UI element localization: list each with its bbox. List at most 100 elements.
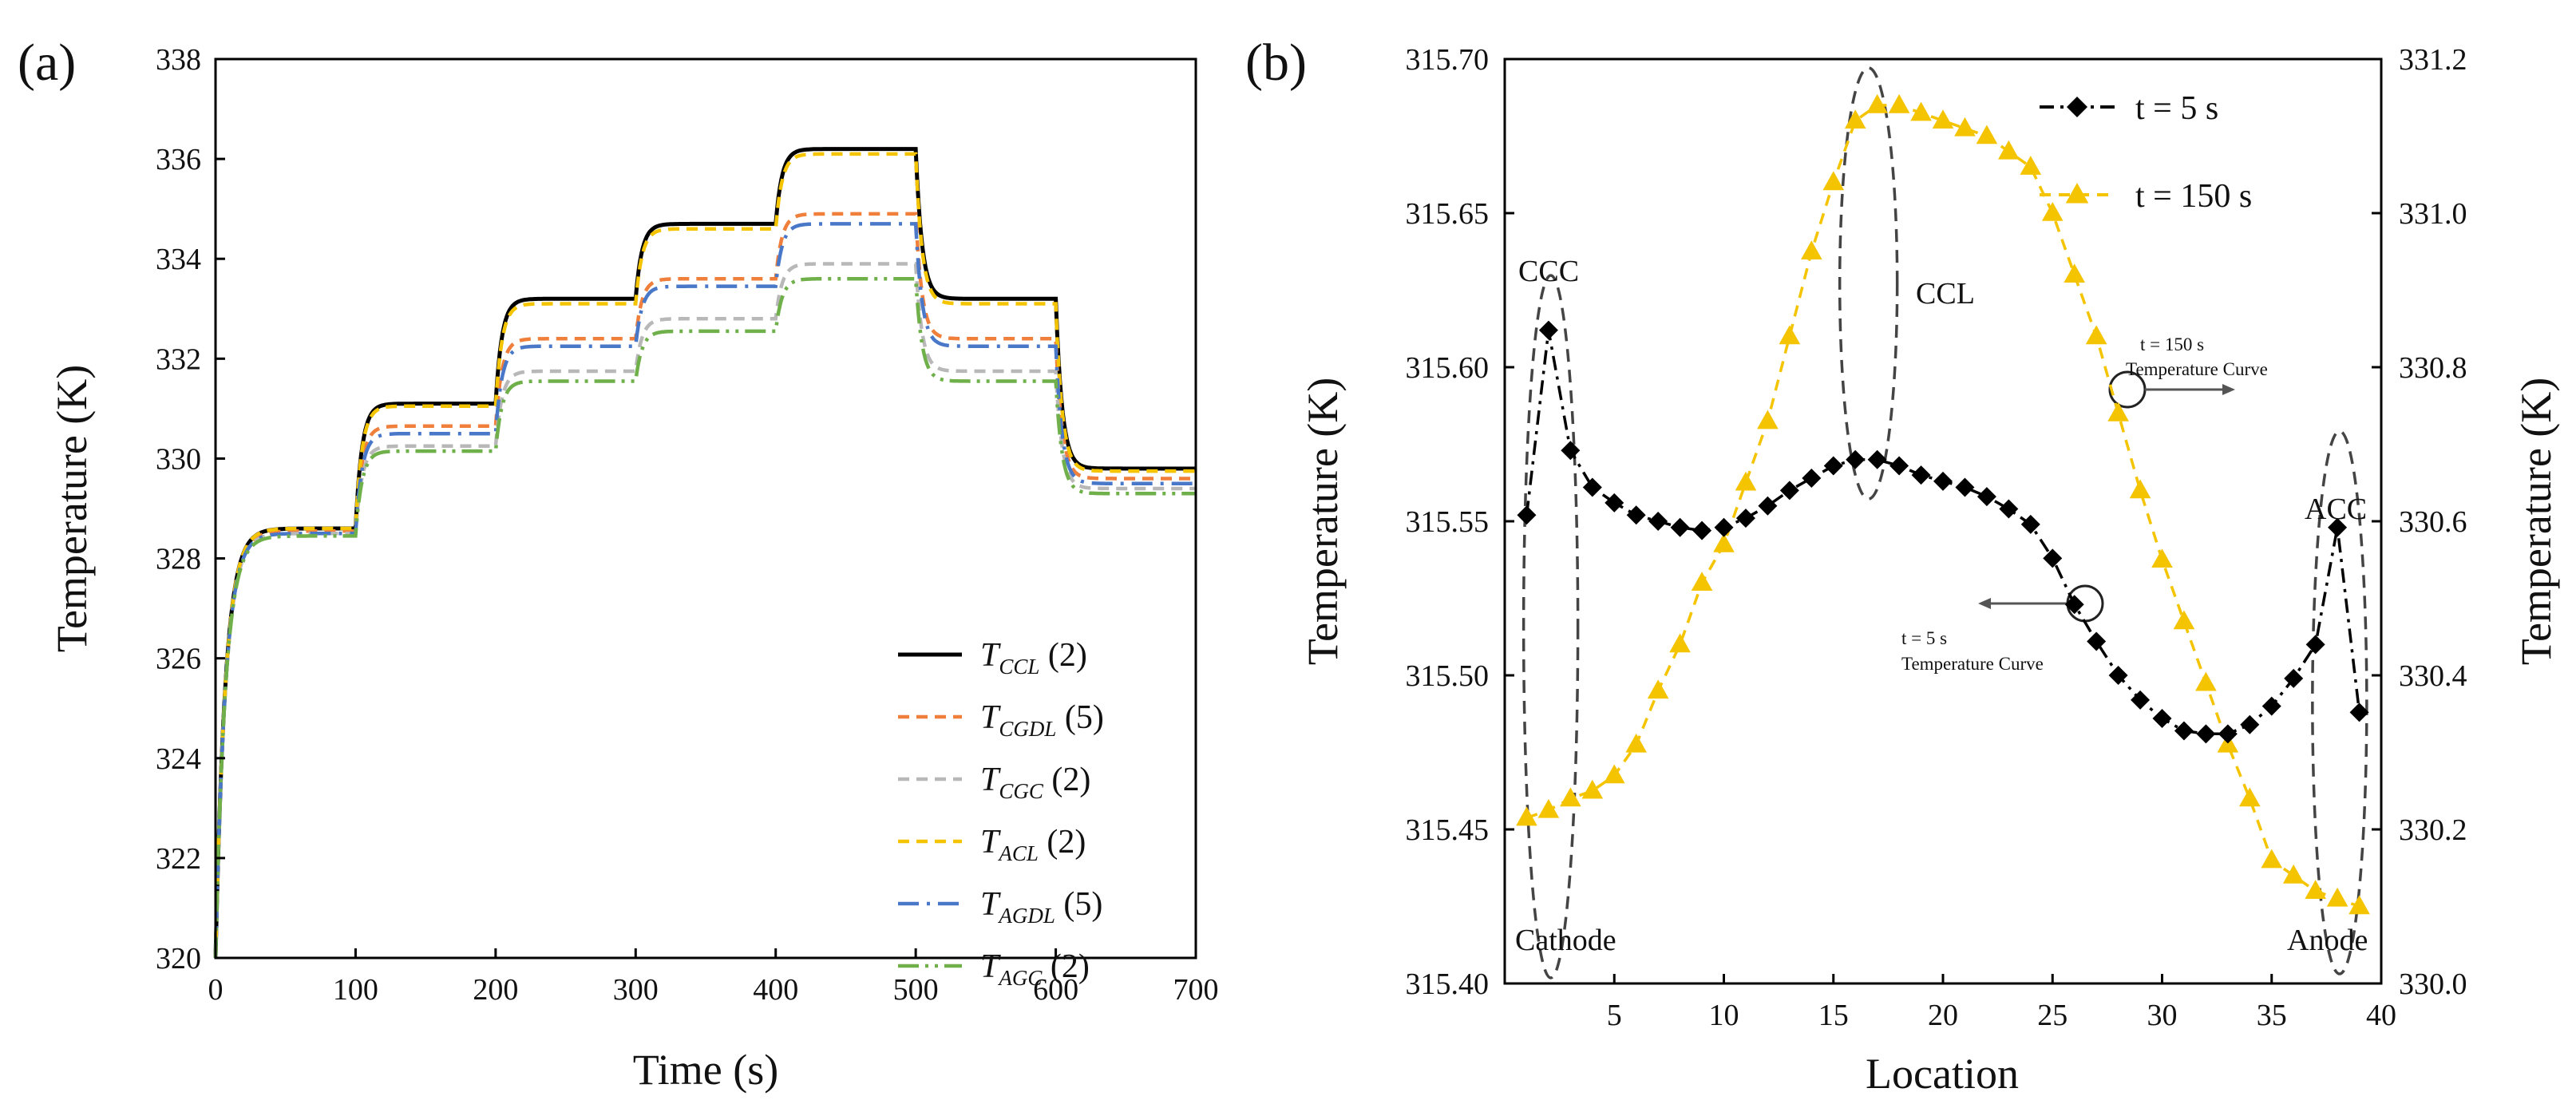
b-point-t150 bbox=[1976, 125, 1998, 144]
a-legend-label-agdl: TAGDL (5) bbox=[980, 886, 1102, 928]
b-point-t5 bbox=[2328, 517, 2348, 537]
b-point-t150 bbox=[1735, 471, 1757, 491]
b-point-t5 bbox=[2218, 724, 2238, 744]
b-point-t150 bbox=[1516, 806, 1537, 826]
b-left-tick-label: 315.50 bbox=[1406, 659, 1490, 693]
b-point-t150 bbox=[2151, 548, 2173, 568]
b-point-t150 bbox=[1801, 240, 1822, 260]
b-point-t150 bbox=[1625, 733, 1647, 753]
b-point-t150 bbox=[1581, 779, 1604, 799]
a-x-tick-label: 200 bbox=[473, 973, 518, 1007]
b-point-t150 bbox=[1537, 798, 1560, 818]
b-point-t150 bbox=[2173, 610, 2195, 630]
b-point-t150 bbox=[2041, 202, 2064, 221]
b-left-tick-label: 315.55 bbox=[1406, 505, 1490, 539]
b-right-tick-label: 331.2 bbox=[2399, 43, 2467, 77]
b-point-t150 bbox=[1757, 410, 1779, 429]
b-point-t150 bbox=[1779, 325, 1801, 345]
b-point-t5 bbox=[1955, 477, 1975, 497]
b-point-t5 bbox=[1517, 505, 1537, 525]
b-point-t150 bbox=[2195, 671, 2217, 691]
b-point-t5 bbox=[1823, 456, 1843, 476]
a-y-tick-label: 334 bbox=[156, 243, 201, 276]
a-ticks: 0 100 200 300 400 500 600 700 320 322 324 326 328 330… bbox=[156, 43, 1219, 1007]
b-point-t150 bbox=[2348, 895, 2370, 915]
b-legend-marker-t150 bbox=[2065, 183, 2089, 204]
ccc-ellipse bbox=[1521, 274, 1580, 979]
b-point-t5 bbox=[2240, 714, 2260, 734]
b-right-tick-label: 330.4 bbox=[2399, 659, 2467, 693]
b-point-t150 bbox=[1844, 109, 1866, 129]
b-series-group bbox=[1516, 93, 2370, 915]
a-y-tick-label: 328 bbox=[156, 543, 201, 576]
b-x-tick-label: 35 bbox=[2257, 999, 2287, 1032]
b-x-tick-label: 5 bbox=[1607, 999, 1622, 1032]
b-point-t5 bbox=[1538, 320, 1558, 340]
b-point-t5 bbox=[2020, 514, 2040, 534]
annotation-t5-line2: Temperature Curve bbox=[1901, 654, 2044, 674]
a-y-tick-label: 336 bbox=[156, 143, 201, 176]
a-series-line-acl bbox=[213, 152, 1196, 959]
panel-b-label: (b) bbox=[1245, 34, 1307, 92]
b-point-t150 bbox=[1866, 93, 1888, 113]
b-point-t150 bbox=[1560, 787, 1581, 807]
b-annotation-shapes bbox=[1521, 66, 2368, 979]
b-x-tick-label: 40 bbox=[2366, 999, 2396, 1032]
b-legend-marker-t5 bbox=[2067, 97, 2087, 117]
b-point-t5 bbox=[2261, 696, 2281, 716]
b-point-t5 bbox=[1977, 487, 1996, 507]
b-point-t150 bbox=[1647, 679, 1669, 699]
b-point-t5 bbox=[2284, 668, 2304, 688]
b-legend-label-t5: t = 5 s bbox=[2135, 90, 2218, 127]
b-point-t5 bbox=[1911, 465, 1931, 485]
b-point-t5 bbox=[2174, 721, 2194, 741]
a-x-tick-label: 300 bbox=[613, 973, 659, 1007]
annotation-t150-line2: Temperature Curve bbox=[2126, 359, 2268, 379]
a-x-tick-label: 0 bbox=[208, 973, 224, 1007]
b-right-tick-label: 330.2 bbox=[2399, 813, 2467, 847]
t5-arrow-head bbox=[1978, 598, 1991, 609]
annotation-t5-line1: t = 5 s bbox=[1901, 628, 1947, 648]
b-left-axis-title: Temperature (K) bbox=[1299, 378, 1347, 666]
b-point-t150 bbox=[1910, 101, 1932, 121]
a-y-tick-label: 324 bbox=[156, 742, 201, 776]
b-point-t150 bbox=[1691, 572, 1713, 591]
a-legend-label-cgdl: TCGDL (5) bbox=[980, 699, 1104, 741]
a-series-line-agdl bbox=[213, 222, 1196, 959]
panel-a-label: (a) bbox=[18, 34, 76, 92]
b-point-t5 bbox=[1846, 449, 1866, 469]
a-series-line-agc bbox=[213, 276, 1196, 959]
b-point-t5 bbox=[1670, 517, 1690, 537]
panel-a: (a) 0 100 200 300 400 500 600 700 320 322 324 326 32… bbox=[18, 34, 1219, 1094]
b-x-tick-label: 25 bbox=[2037, 999, 2068, 1032]
acc-ellipse bbox=[2311, 429, 2368, 975]
a-x-axis-title: Time (s) bbox=[633, 1046, 779, 1094]
b-point-t5 bbox=[2064, 595, 2084, 615]
b-x-tick-label: 20 bbox=[1928, 999, 1958, 1032]
t150-arrow-head bbox=[2222, 384, 2235, 395]
annotation-acc: ACC bbox=[2305, 493, 2367, 526]
b-point-t5 bbox=[2108, 666, 2128, 685]
b-legend: t = 5 s t = 150 s bbox=[2040, 90, 2252, 215]
a-y-tick-label: 332 bbox=[156, 342, 201, 376]
ccl-ellipse bbox=[1838, 66, 1899, 501]
b-point-t150 bbox=[2129, 479, 2151, 499]
b-point-t5 bbox=[1561, 441, 1581, 461]
a-x-tick-label: 100 bbox=[333, 973, 378, 1007]
b-left-tick-label: 315.65 bbox=[1406, 197, 1490, 231]
b-point-t150 bbox=[1713, 532, 1735, 552]
a-y-tick-label: 322 bbox=[156, 842, 201, 876]
b-point-t5 bbox=[2087, 631, 2107, 651]
a-y-tick-label: 330 bbox=[156, 442, 201, 476]
a-series-line-cgdl bbox=[213, 212, 1196, 959]
b-point-t5 bbox=[1999, 499, 2019, 519]
b-point-t150 bbox=[1998, 140, 2020, 160]
b-point-t150 bbox=[1888, 93, 1910, 113]
b-point-t5 bbox=[1735, 508, 1755, 528]
a-plot-frame bbox=[214, 57, 1197, 960]
b-point-t5 bbox=[2349, 702, 2369, 722]
a-legend-label-agc: TAGC (2) bbox=[980, 948, 1090, 990]
b-point-t150 bbox=[1822, 171, 1845, 191]
b-point-t5 bbox=[1758, 496, 1778, 516]
a-series-group bbox=[213, 147, 1196, 959]
